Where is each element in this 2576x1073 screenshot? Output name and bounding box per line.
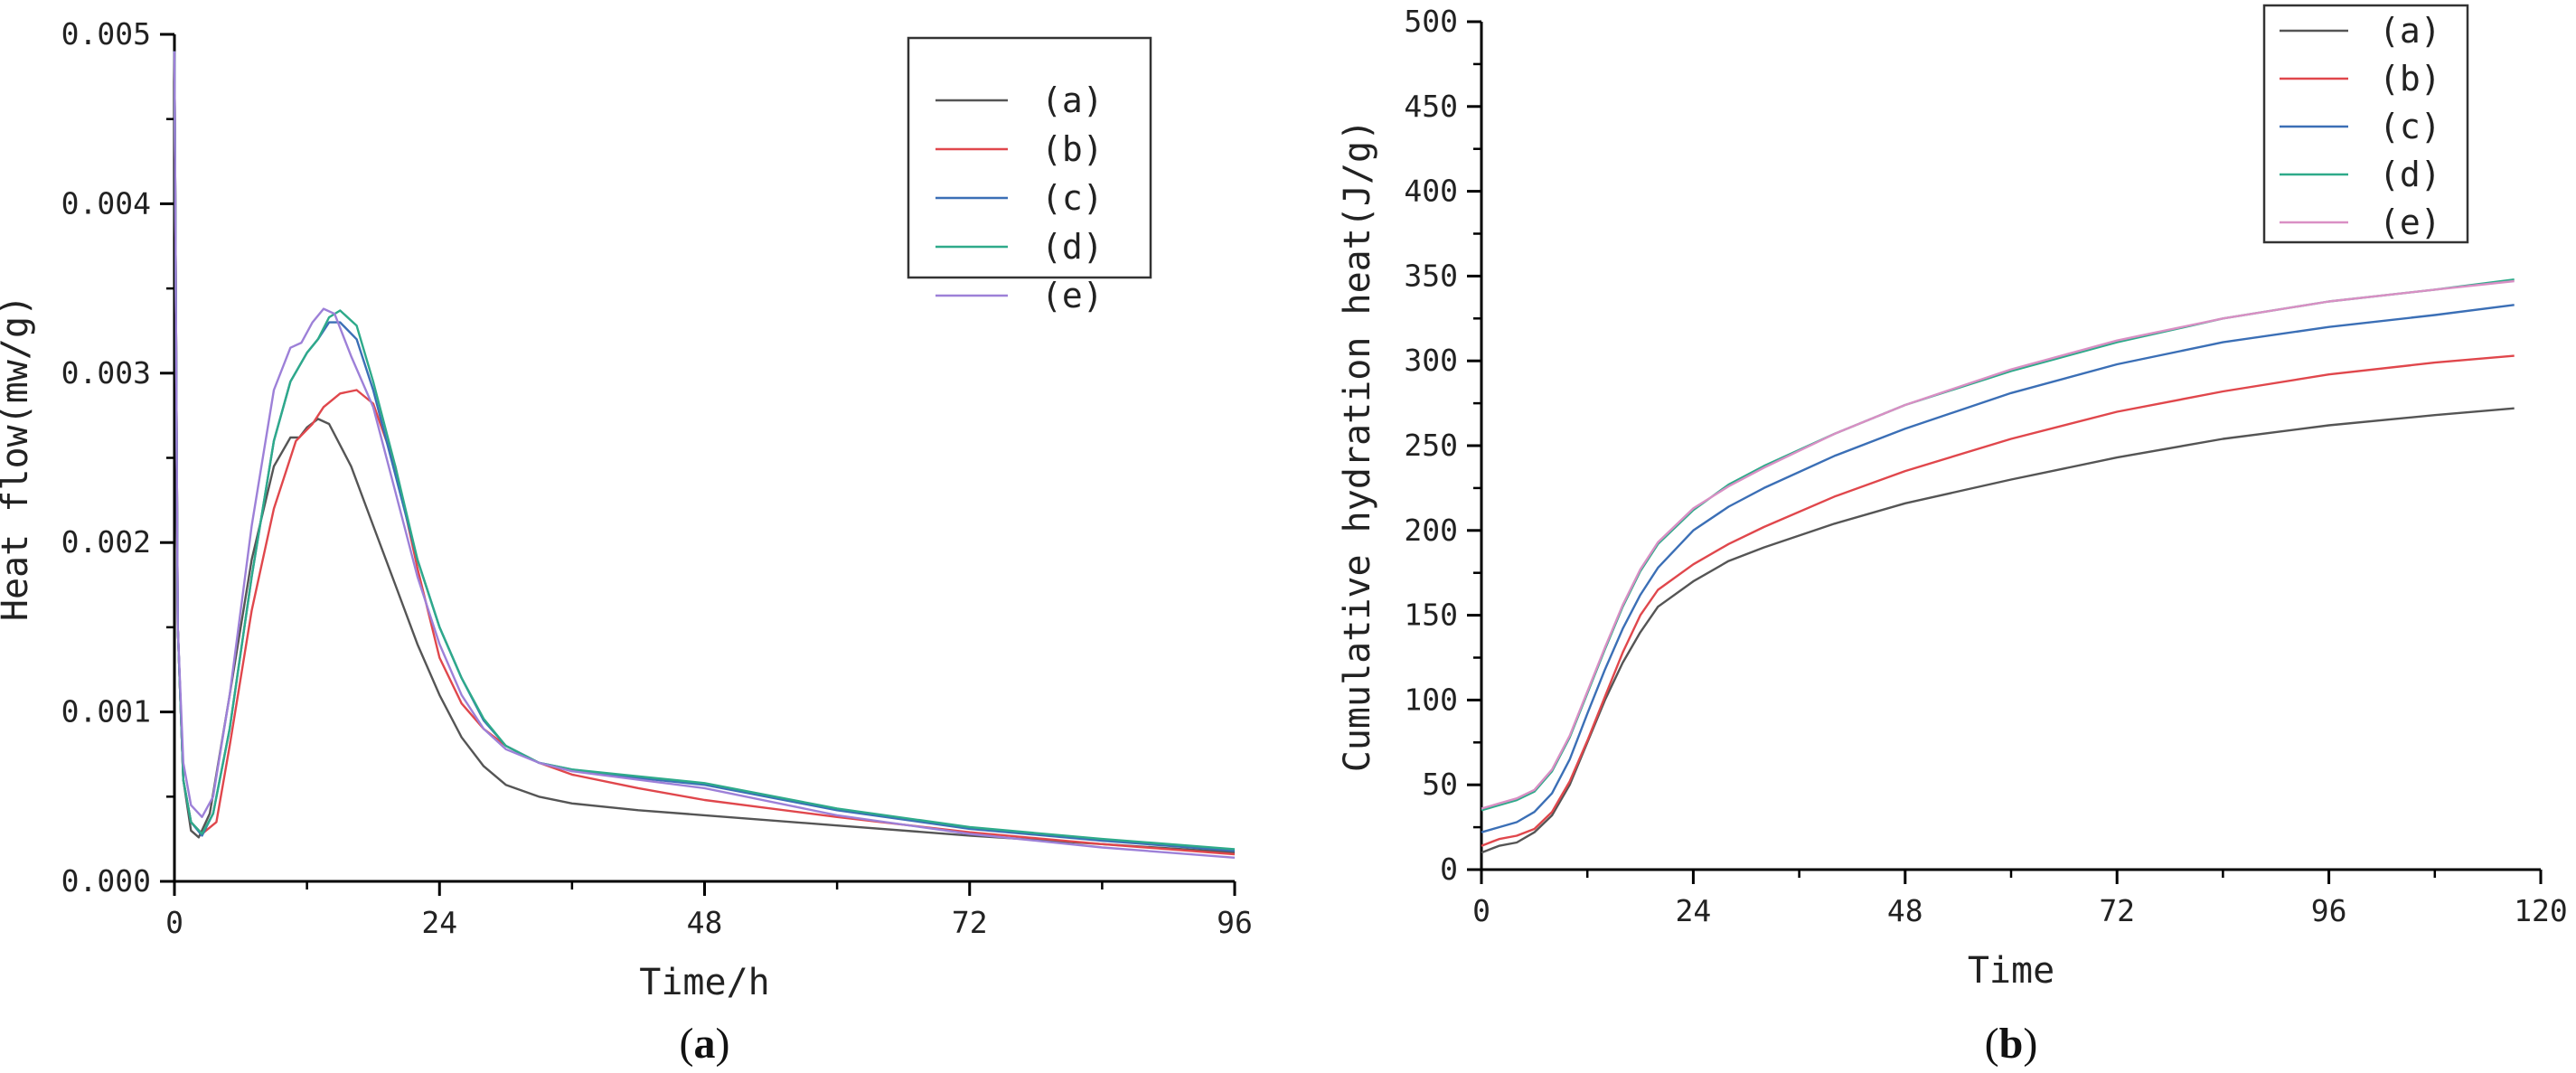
- x-tick-label: 72: [952, 905, 988, 940]
- legend-label: (e): [1041, 276, 1104, 315]
- x-tick-label: 0: [165, 905, 183, 940]
- y-tick-label: 0.004: [61, 185, 151, 221]
- x-tick-label: 0: [1472, 893, 1490, 928]
- y-tick-label: 450: [1404, 89, 1458, 124]
- y-tick-label: 0.002: [61, 524, 151, 560]
- y-tick-label: 150: [1404, 598, 1458, 633]
- legend: (a) (b) (c) (d) (e): [907, 36, 1152, 315]
- y-tick-label: 50: [1422, 767, 1458, 802]
- legend-label: (e): [2379, 202, 2441, 242]
- legend-box: [907, 36, 1152, 279]
- legend-label: (b): [1041, 129, 1104, 169]
- y-axis-label: Heat flow(mw/g): [0, 295, 36, 621]
- chart-panel-b: 0 24 48 72 96 120 0 50 100 150 200 250 300 350 400 450 5…: [1337, 4, 2568, 1068]
- series-line-b: [173, 51, 1236, 856]
- y-tick-label: 0.000: [61, 863, 151, 899]
- y-tick-label: 100: [1404, 682, 1458, 717]
- y-tick-label: 300: [1404, 343, 1458, 378]
- panel-label: (a): [680, 1020, 730, 1068]
- series-line-e: [173, 51, 1236, 859]
- legend-label: (b): [2379, 59, 2441, 99]
- legend-label: (a): [2379, 11, 2441, 51]
- y-tick-label: 0: [1440, 852, 1458, 887]
- series-line-a: [173, 51, 1236, 854]
- x-tick-label: 96: [1217, 905, 1253, 940]
- x-tick-label: 120: [2514, 893, 2568, 928]
- x-tick-label: 24: [421, 905, 457, 940]
- x-tick-label: 96: [2311, 893, 2347, 928]
- x-tick-label: 72: [2099, 893, 2135, 928]
- series-line-c: [1481, 304, 2515, 833]
- legend-label: (d): [2379, 155, 2441, 194]
- legend-label: (d): [1041, 227, 1104, 267]
- y-tick-label: 400: [1404, 174, 1458, 209]
- chart-panel-a: 0 24 48 72 96 0.000 0.001 0.002 0.003 0.004 0.005 T…: [0, 16, 1253, 1068]
- legend-label: (c): [1041, 178, 1104, 218]
- x-tick-label: 48: [687, 905, 723, 940]
- x-axis-label: Time: [1968, 950, 2054, 992]
- series-line-b: [1481, 354, 2515, 847]
- legend: (a) (b) (c) (d) (e): [2262, 4, 2469, 244]
- series-line-a: [1481, 407, 2515, 854]
- legend-label: (a): [1041, 80, 1104, 120]
- y-tick-label: 0.005: [61, 16, 151, 52]
- x-tick-label: 48: [1887, 893, 1923, 928]
- y-tick-label: 350: [1404, 258, 1458, 293]
- y-axis-label: Cumulative hydration heat(J/g): [1337, 119, 1378, 772]
- series-line-e: [1481, 279, 2515, 810]
- y-tick-label: 0.001: [61, 694, 151, 729]
- y-tick-label: 250: [1404, 428, 1458, 463]
- y-tick-label: 0.003: [61, 355, 151, 391]
- legend-label: (c): [2379, 107, 2441, 146]
- y-tick-label: 500: [1404, 4, 1458, 39]
- panel-label: (b): [1985, 1020, 2038, 1068]
- x-axis-label: Time/h: [639, 962, 770, 1003]
- x-tick-label: 24: [1676, 893, 1712, 928]
- legend-box: [2262, 4, 2469, 244]
- series-line-d: [173, 51, 1236, 851]
- y-tick-label: 200: [1404, 513, 1458, 548]
